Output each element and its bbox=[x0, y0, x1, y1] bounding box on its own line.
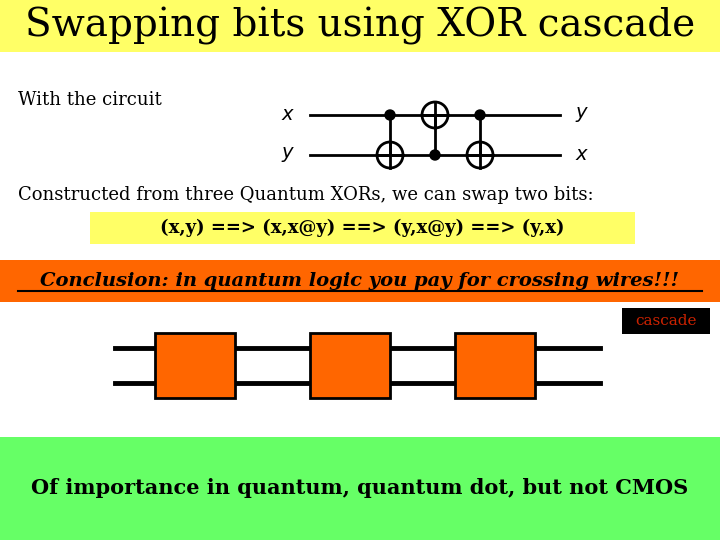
Text: With the circuit: With the circuit bbox=[18, 91, 162, 109]
Text: Constructed from three Quantum XORs, we can swap two bits:: Constructed from three Quantum XORs, we … bbox=[18, 186, 593, 204]
FancyBboxPatch shape bbox=[0, 437, 720, 540]
FancyBboxPatch shape bbox=[90, 212, 635, 244]
Text: Of importance in quantum, quantum dot, but not CMOS: Of importance in quantum, quantum dot, b… bbox=[32, 478, 688, 498]
Circle shape bbox=[475, 110, 485, 120]
Text: $x$: $x$ bbox=[575, 146, 589, 164]
Text: cascade: cascade bbox=[635, 314, 697, 328]
Text: Swapping bits using XOR cascade: Swapping bits using XOR cascade bbox=[25, 7, 695, 45]
FancyBboxPatch shape bbox=[155, 333, 235, 398]
Circle shape bbox=[385, 110, 395, 120]
FancyBboxPatch shape bbox=[455, 333, 535, 398]
Text: Conclusion: in quantum logic you pay for crossing wires!!!: Conclusion: in quantum logic you pay for… bbox=[40, 272, 680, 290]
Text: $x$: $x$ bbox=[281, 106, 295, 124]
Text: (x,y) ==> (x,x@y) ==> (y,x@y) ==> (y,x): (x,y) ==> (x,x@y) ==> (y,x@y) ==> (y,x) bbox=[160, 219, 564, 237]
FancyBboxPatch shape bbox=[310, 333, 390, 398]
Text: $y$: $y$ bbox=[281, 145, 295, 165]
FancyBboxPatch shape bbox=[0, 0, 720, 52]
FancyBboxPatch shape bbox=[0, 260, 720, 302]
FancyBboxPatch shape bbox=[0, 302, 720, 437]
Circle shape bbox=[430, 150, 440, 160]
Text: $y$: $y$ bbox=[575, 105, 589, 125]
FancyBboxPatch shape bbox=[622, 308, 710, 334]
FancyBboxPatch shape bbox=[0, 52, 720, 432]
